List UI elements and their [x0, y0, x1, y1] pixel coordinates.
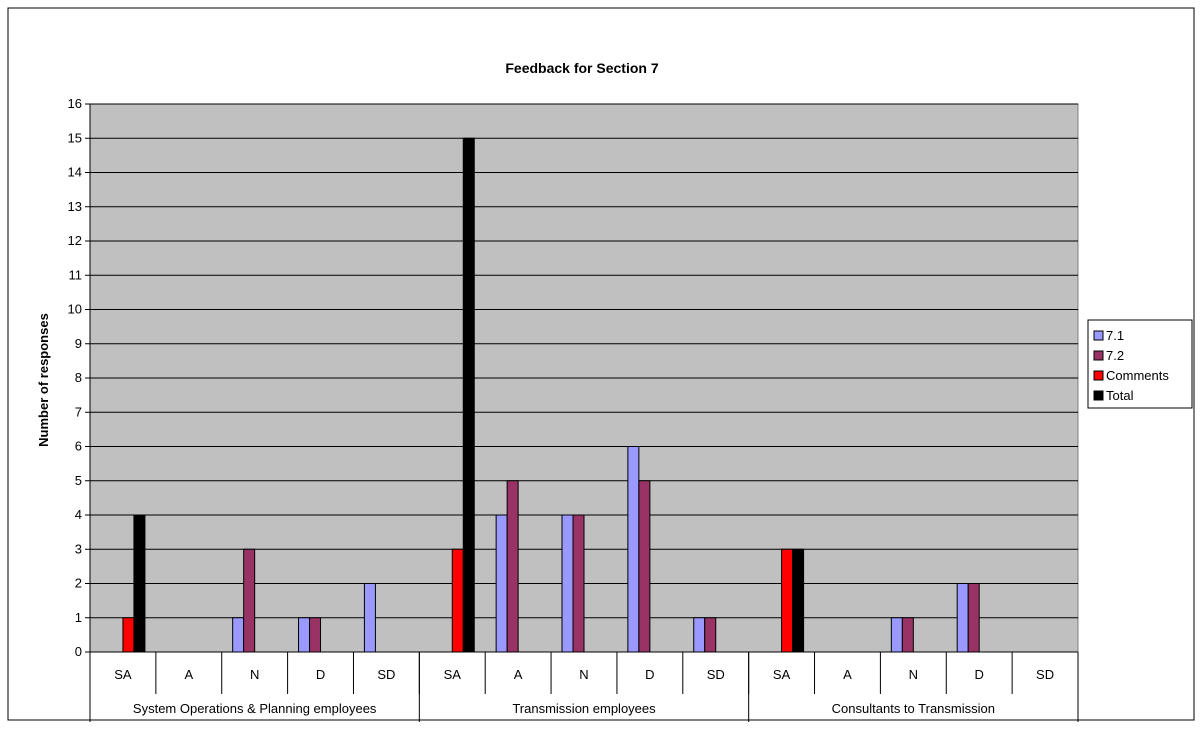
- bar-7-1: [890, 617, 903, 653]
- bar-7-2: [704, 617, 717, 653]
- y-tick-label: 8: [75, 370, 82, 385]
- legend-label: 7.1: [1106, 328, 1124, 343]
- y-tick-label: 12: [68, 233, 82, 248]
- y-tick-label: 6: [75, 439, 82, 454]
- y-tick-label: 10: [68, 302, 82, 317]
- category-label: N: [579, 667, 588, 682]
- y-tick-label: 11: [69, 267, 83, 282]
- bar-total: [133, 514, 146, 653]
- legend-swatch: [1093, 390, 1104, 401]
- y-tick-label: 9: [75, 336, 82, 351]
- legend-swatch: [1093, 330, 1104, 341]
- category-label: SD: [1036, 667, 1054, 682]
- category-label: SA: [444, 667, 462, 682]
- bar-7-2: [572, 514, 585, 653]
- group-label: System Operations & Planning employees: [133, 701, 377, 716]
- bar-7-1: [232, 617, 245, 653]
- y-tick-label: 0: [75, 644, 82, 659]
- bar-comments: [781, 548, 794, 653]
- y-tick-label: 15: [68, 130, 82, 145]
- y-tick-label: 3: [75, 541, 82, 556]
- bar-7-2: [901, 617, 914, 653]
- y-tick-label: 16: [68, 96, 82, 111]
- bar-7-1: [298, 617, 311, 653]
- category-label: A: [843, 667, 852, 682]
- bar-7-2: [967, 583, 980, 653]
- bar-comments: [122, 617, 135, 653]
- category-label: D: [645, 667, 654, 682]
- legend-label: Comments: [1106, 368, 1169, 383]
- category-label: N: [250, 667, 259, 682]
- legend-label: 7.2: [1106, 348, 1124, 363]
- bar-7-1: [956, 583, 969, 653]
- legend-label: Total: [1106, 388, 1134, 403]
- y-tick-label: 5: [75, 473, 82, 488]
- bar-total: [462, 137, 475, 653]
- legend-swatch: [1093, 370, 1104, 381]
- category-label: D: [975, 667, 984, 682]
- category-label: A: [184, 667, 193, 682]
- legend-swatch: [1093, 350, 1104, 361]
- category-label: SA: [114, 667, 132, 682]
- category-label: D: [316, 667, 325, 682]
- y-tick-label: 13: [68, 199, 82, 214]
- legend: 7.1 7.2 Comments Total: [1087, 319, 1193, 409]
- bar-total: [792, 548, 805, 653]
- category-label: SD: [377, 667, 395, 682]
- category-label: SD: [707, 667, 725, 682]
- group-label: Transmission employees: [512, 701, 656, 716]
- y-tick-label: 1: [75, 610, 82, 625]
- bar-7-2: [638, 480, 651, 653]
- bar-7-2: [309, 617, 322, 653]
- bar-7-1: [693, 617, 706, 653]
- category-label: SA: [773, 667, 791, 682]
- bar-7-1: [627, 446, 640, 653]
- bar-7-1: [495, 514, 508, 653]
- group-label: Consultants to Transmission: [832, 701, 995, 716]
- bar-7-2: [243, 548, 256, 653]
- bar-comments: [451, 548, 464, 653]
- chart-title: Feedback for Section 7: [505, 60, 658, 76]
- bar-7-1: [561, 514, 574, 653]
- y-tick-label: 4: [75, 507, 82, 522]
- category-label: N: [909, 667, 918, 682]
- y-tick-label: 14: [68, 165, 82, 180]
- bar-7-2: [506, 480, 519, 653]
- y-tick-label: 7: [75, 404, 82, 419]
- bar-7-1: [363, 583, 376, 653]
- category-label: A: [514, 667, 523, 682]
- y-tick-label: 2: [75, 576, 82, 591]
- y-axis-label: Number of responses: [36, 313, 51, 447]
- legend-box: [1087, 319, 1193, 409]
